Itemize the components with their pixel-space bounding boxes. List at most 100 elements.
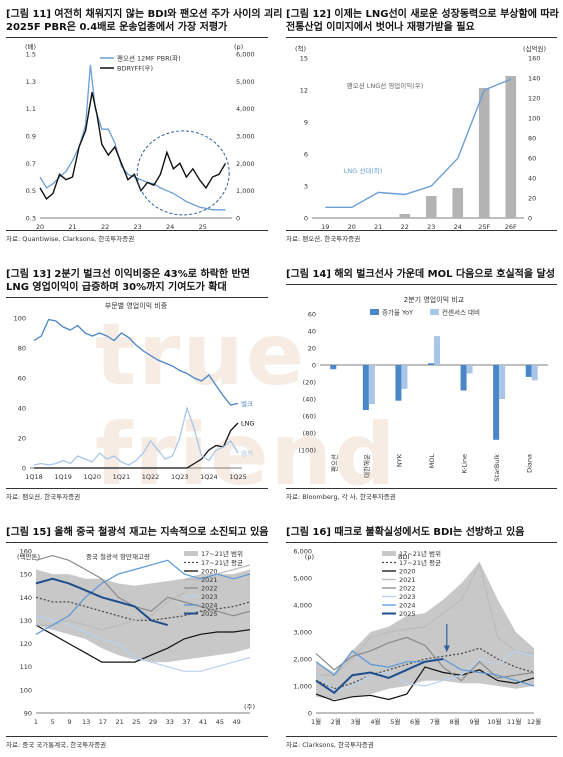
source-note: 자료: Clarksons, 한국투자증권 <box>286 741 374 749</box>
x-tick-label: 1 <box>34 718 38 726</box>
y-tick-label: 20 <box>308 345 316 353</box>
series-line-LNG <box>34 422 239 469</box>
x-tick-label: 25 <box>132 718 140 726</box>
x-tick-label: 22 <box>401 223 409 231</box>
x-tick-label: 1Q19 <box>54 473 72 481</box>
chart-title: 2분기 영업이익 비교 <box>404 295 465 304</box>
figure-title: [그림 13] 2분기 벌크선 이익비중은 43%로 하락한 반면 LNG 영업… <box>6 269 250 293</box>
series-line-2022 <box>315 636 535 682</box>
title-rule <box>6 297 268 298</box>
chart-title: 부문별 영업이익 비중 <box>105 301 168 310</box>
y-tick-label: (60) <box>303 413 316 421</box>
figure-title: [그림 16] 때크로 불확실성에서도 BDI는 선방하고 있음 <box>286 527 525 538</box>
highlight-ellipse <box>136 130 230 216</box>
legend-label: 2025 <box>201 610 218 618</box>
source-rule <box>286 488 557 489</box>
x-tick-label: 1Q20 <box>84 473 102 481</box>
chart-figure-12: (척) (십억원) 15 12 9 6 3 0 160 140 120 100 80 60 40 20 0 19 2… <box>295 44 546 231</box>
y-tick-label: 80 <box>18 345 26 353</box>
left-tick-label: 0.9 <box>26 133 36 141</box>
source-note: 자료: 팬오션, 한국투자증권 <box>286 235 361 243</box>
x-tick-label: 25F <box>478 223 490 231</box>
line-series-label: LNG 선대(좌) <box>344 166 383 175</box>
series-end-label: 벌크 <box>241 399 253 408</box>
right-tick-label: 20 <box>528 195 536 203</box>
series-end-label: LNG <box>241 420 255 428</box>
x-tick-label: 9월 <box>469 717 479 726</box>
y-tick-label: 40 <box>18 405 26 413</box>
left-tick-label: 0.3 <box>26 215 36 223</box>
right-tick-label: 3,000 <box>236 133 255 141</box>
y-tick-label: (20) <box>303 379 316 387</box>
right-tick-label: 60 <box>528 155 536 163</box>
legend-label: 2023 <box>399 593 416 601</box>
series-line-벌크 <box>33 318 239 406</box>
left-tick-label: 3 <box>304 183 308 191</box>
x-tick-label: 1Q21 <box>113 473 131 481</box>
source-rule <box>6 230 268 231</box>
x-tick-label: 13 <box>82 718 90 726</box>
bar-K-Line-yoy <box>460 365 467 391</box>
left-tick-label: 9 <box>304 119 308 127</box>
bar-series-label: 팬오션 LNG선 영업이익(우) <box>347 81 424 90</box>
x-tick-label: 6월 <box>410 717 420 726</box>
x-tick-label: MOL <box>428 454 436 469</box>
x-tick-label: 22 <box>101 223 109 231</box>
y-tick-label: 140 <box>20 594 32 602</box>
left-tick-label: 15 <box>300 55 308 63</box>
legend-swatch <box>382 551 396 556</box>
y-tick-label: 150 <box>20 571 32 579</box>
title-rule <box>6 542 268 543</box>
x-tick-label: 21 <box>68 223 76 231</box>
x-tick-label: 23 <box>133 223 141 231</box>
bar-NYK-yoy <box>395 365 402 401</box>
figure-title: [그림 15] 올해 중국 철광석 재고는 지속적으로 소진되고 있음 <box>6 527 269 538</box>
title-rule <box>286 37 557 38</box>
legend-label: BDRYFF(우) <box>117 65 153 73</box>
source-note: 자료: 중국 국가통계국, 한국투자증권 <box>6 741 107 749</box>
bar-Diana-yoy <box>525 365 532 377</box>
y-tick-label: 2,000 <box>293 656 312 664</box>
bar-MOL-yoy <box>428 363 434 365</box>
x-tick-label: 37 <box>182 718 190 726</box>
x-tick-label: 26F <box>505 223 517 231</box>
y-tick-label: (100) <box>299 447 316 455</box>
bar-StarBulk-yoy <box>493 365 500 440</box>
legend-label: 컨센서스 대비 <box>442 308 480 317</box>
x-tick-label: 24 <box>454 223 462 231</box>
left-tick-label: 12 <box>300 87 308 95</box>
x-tick-label: 1Q18 <box>25 473 43 481</box>
series-line-lng-fleet <box>325 78 512 208</box>
bar-StarBulk-consensus <box>499 365 506 399</box>
bar-25F <box>478 88 490 218</box>
legend-label: 2021 <box>399 576 416 584</box>
chart-figure-11: (배) (p) 1.5 1.3 1.1 0.9 0.7 0.5 0.3 6,000 5,000 4,0… <box>25 42 255 231</box>
x-tick-label: 4월 <box>370 717 380 726</box>
left-tick-label: 6 <box>304 151 308 159</box>
source-rule <box>286 230 557 231</box>
panel-figure-16: [그림 16] 때크로 불확실성에서도 BDI는 선방하고 있음 (p) BDI 6… <box>286 526 557 749</box>
x-tick-label: 45 <box>216 718 224 726</box>
legend-label: 2022 <box>399 585 416 593</box>
y-tick-label: (80) <box>303 430 316 438</box>
x-tick-label: 41 <box>199 718 207 726</box>
left-tick-label: 0.5 <box>26 187 36 195</box>
y-tick-label: 20 <box>18 435 26 443</box>
right-tick-label: 1,000 <box>236 187 255 195</box>
left-unit: (백만톤) <box>17 552 40 561</box>
x-tick-label: NYK <box>395 453 403 467</box>
x-tick-label: 5월 <box>390 717 400 726</box>
figure-title: [그림 12] 이제는 LNG선이 새로운 성장동력으로 부상함에 따라 전통산… <box>286 9 559 33</box>
left-tick-label: 1.3 <box>26 78 36 86</box>
x-tick-label: 17 <box>99 718 107 726</box>
y-tick-label: 90 <box>24 710 32 718</box>
bar-K-Line-consensus <box>466 365 473 374</box>
x-tick-label: 11월 <box>507 717 521 726</box>
panel-figure-14: [그림 14] 해외 벌크선사 가운데 MOL 다음으로 호실적을 달성 2분기… <box>286 268 557 501</box>
panel-figure-13: [그림 13] 2분기 벌크선 이익비중은 43%로 하락한 반면 LNG 영업… <box>6 268 268 501</box>
right-tick-label: 40 <box>528 175 536 183</box>
right-tick-label: 140 <box>528 75 540 83</box>
series-line-2023 <box>315 650 535 693</box>
legend-label: 2020 <box>399 568 416 576</box>
